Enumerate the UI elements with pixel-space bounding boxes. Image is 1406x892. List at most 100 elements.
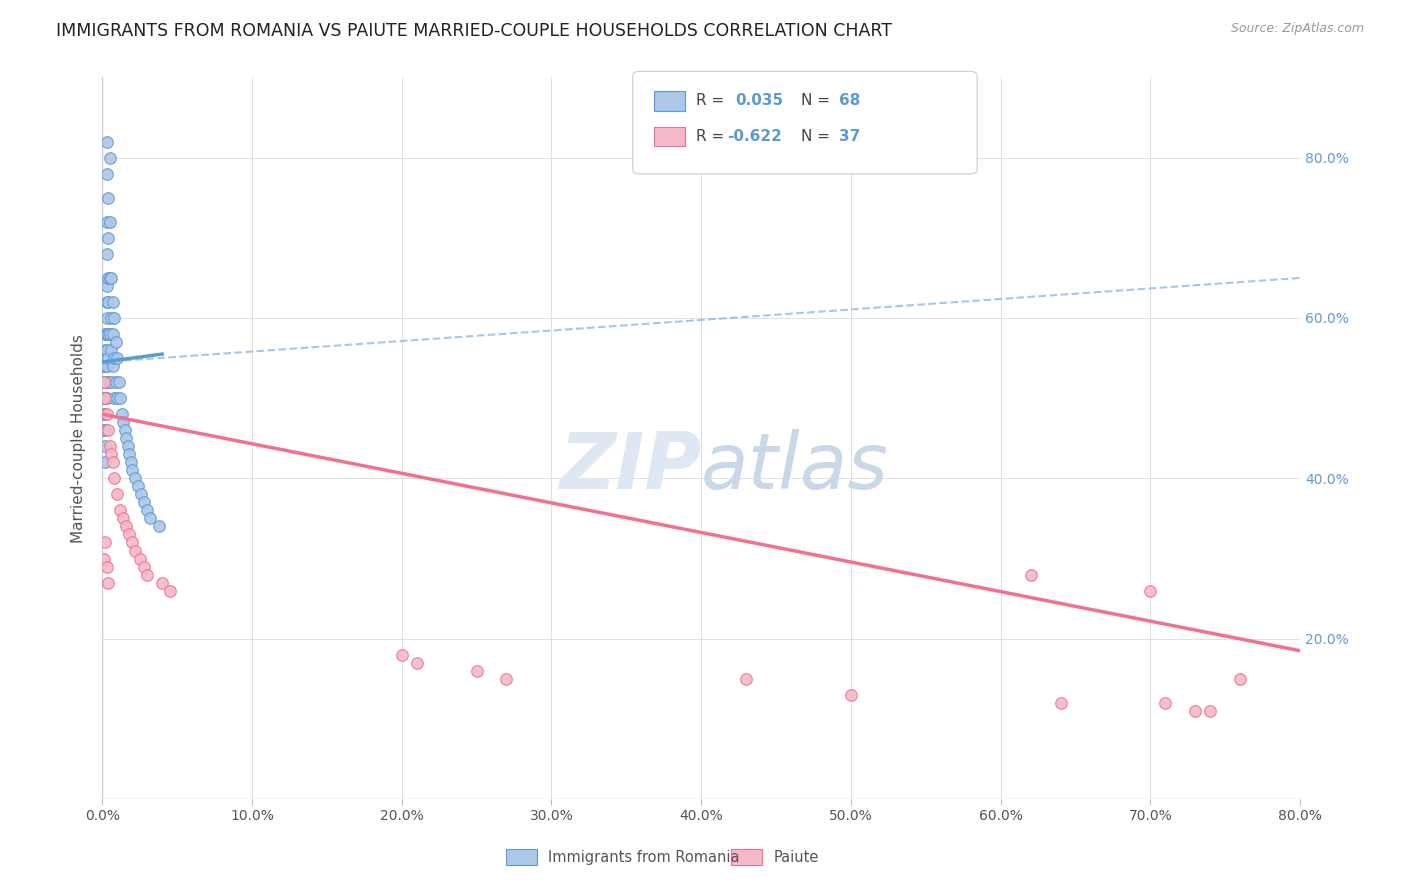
Point [94,391,117,405]
Point [104,375,127,389]
Point [93,375,115,389]
Point [159,583,181,598]
Text: ZIP: ZIP [560,429,702,505]
Point [100,447,122,461]
Point [97,295,120,310]
Point [100,375,122,389]
Point [1229,672,1251,686]
Y-axis label: Married-couple Households: Married-couple Households [72,334,86,542]
Point [96,407,118,421]
Point [96,326,118,341]
Point [118,447,141,461]
Point [93,407,115,421]
Point [98,271,121,285]
Point [94,326,117,341]
Point [735,672,758,686]
Point [97,231,120,245]
Point [101,359,124,373]
Point [94,343,117,357]
Point [97,575,120,590]
Point [1019,567,1042,582]
Text: Paiute: Paiute [773,850,818,864]
Text: Immigrants from Romania: Immigrants from Romania [548,850,740,864]
Point [96,279,118,293]
Point [150,575,173,590]
Point [101,295,124,310]
Point [115,431,138,445]
Point [98,439,121,453]
Text: IMMIGRANTS FROM ROMANIA VS PAIUTE MARRIED-COUPLE HOUSEHOLDS CORRELATION CHART: IMMIGRANTS FROM ROMANIA VS PAIUTE MARRIE… [56,22,893,40]
Point [129,487,152,501]
Point [121,463,143,477]
Point [115,519,138,533]
Point [94,439,117,453]
Text: N =: N = [801,129,835,144]
Point [97,271,120,285]
Point [94,375,117,389]
Point [97,423,120,437]
Point [94,423,117,437]
Point [114,423,136,437]
Text: N =: N = [801,94,835,108]
Text: 37: 37 [839,129,860,144]
Point [139,511,162,525]
Point [101,326,124,341]
Point [94,359,117,373]
Point [405,656,427,670]
Point [105,391,128,405]
Point [118,527,141,541]
Point [103,310,125,325]
Point [1199,704,1222,718]
Point [128,551,150,566]
Point [127,479,149,493]
Point [101,455,124,469]
Point [93,359,115,373]
Text: 0.035: 0.035 [735,94,783,108]
Point [94,455,117,469]
Point [111,407,134,421]
Point [96,343,118,357]
Point [120,455,142,469]
Point [96,375,118,389]
Point [1184,704,1206,718]
Point [1049,696,1071,710]
Point [136,567,159,582]
Point [94,391,117,405]
Point [103,471,125,485]
Text: -0.622: -0.622 [727,129,782,144]
Point [148,519,170,533]
Point [108,503,131,517]
Point [96,559,118,574]
Point [93,423,115,437]
Point [1139,583,1161,598]
Point [107,375,129,389]
Point [112,511,135,525]
Point [96,359,118,373]
Text: R =: R = [696,129,730,144]
Point [103,351,125,365]
Point [93,375,115,389]
Point [96,247,118,261]
Point [134,495,156,509]
Point [103,391,125,405]
Point [97,351,120,365]
Point [97,326,120,341]
Point [105,351,128,365]
Point [124,543,146,558]
Point [112,415,135,429]
Point [98,215,121,229]
Point [136,503,159,517]
Point [93,391,115,405]
Point [105,487,128,501]
Point [96,167,118,181]
Point [93,551,115,566]
Point [94,407,117,421]
Text: atlas: atlas [702,429,889,505]
Point [104,334,127,349]
Point [124,471,146,485]
Point [96,391,118,405]
Point [465,664,488,678]
Text: Source: ZipAtlas.com: Source: ZipAtlas.com [1230,22,1364,36]
Text: R =: R = [696,94,730,108]
Point [100,310,122,325]
